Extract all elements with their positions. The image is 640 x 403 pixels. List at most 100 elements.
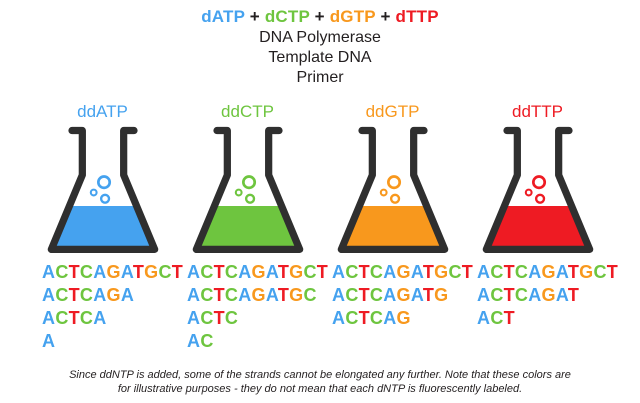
base-letter: G — [434, 285, 449, 305]
base-letter: C — [490, 285, 504, 305]
flask-outline — [192, 126, 303, 253]
base-letter: A — [42, 308, 56, 328]
base-letter: G — [106, 285, 121, 305]
header-line-primer: Primer — [296, 69, 344, 86]
base-letter: T — [503, 262, 515, 282]
base-letter: T — [503, 285, 515, 305]
base-letter: A — [477, 262, 491, 282]
base-letter: T — [68, 308, 80, 328]
base-letter: T — [358, 285, 370, 305]
erlenmeyer-flask-icon — [482, 126, 593, 253]
base-letter: C — [490, 262, 504, 282]
base-letter: G — [579, 262, 594, 282]
base-letter: G — [396, 308, 411, 328]
dntp-mix-line: dATP + dCTP + dGTP + dTTP — [0, 6, 640, 28]
erlenmeyer-flask-icon — [47, 126, 158, 253]
base-letter: T — [213, 308, 225, 328]
base-letter: C — [369, 285, 384, 305]
bubble-icon — [534, 193, 545, 204]
base-letter: A — [238, 285, 252, 305]
flask-liquid — [339, 205, 446, 249]
base-letter: A — [120, 285, 135, 305]
dntp-part: dGTP — [329, 7, 376, 26]
base-letter: G — [396, 285, 411, 305]
base-letter: T — [503, 308, 515, 328]
header-line-template-dna: Template DNA — [268, 49, 372, 66]
base-letter: G — [251, 262, 266, 282]
base-letter: G — [106, 262, 121, 282]
base-letter: A — [332, 308, 346, 328]
base-letter: T — [213, 285, 225, 305]
base-letter: T — [316, 262, 329, 282]
flask-column: ddGTP ACTCAGATGCT ACTCAGATG ACTCAG — [320, 102, 473, 353]
base-letter: A — [265, 285, 278, 305]
flask-liquid — [49, 205, 156, 249]
sequence-line: A — [42, 330, 175, 353]
flask-column: ddTTP ACTCAGATGCT ACTCAGAT ACT — [465, 102, 618, 353]
base-letter: A — [93, 308, 107, 328]
bubble-icon — [386, 175, 401, 190]
bubble-icon — [389, 193, 400, 204]
sequence-line: ACTCAGAT — [477, 284, 610, 307]
base-letter: T — [171, 262, 184, 282]
base-letter: A — [332, 285, 346, 305]
flask-label: ddTTP — [511, 102, 564, 121]
base-letter: T — [277, 285, 290, 305]
sequence-list: ACTCAGATGCT ACTCAGA ACTCA A — [42, 261, 183, 353]
base-letter: C — [369, 262, 384, 282]
base-letter: A — [187, 308, 201, 328]
base-letter: G — [144, 262, 159, 282]
flask-label: ddATP — [77, 102, 128, 121]
bubble-icon — [379, 188, 388, 197]
erlenmeyer-flask-icon — [192, 126, 303, 253]
base-letter: C — [55, 308, 69, 328]
base-letter: T — [567, 285, 580, 305]
base-letter: A — [477, 308, 491, 328]
sequence-list: ACTCAGATGCT ACTCAGAT ACT — [477, 261, 618, 330]
dntp-part: dATP — [201, 7, 245, 26]
base-letter: T — [567, 262, 580, 282]
base-letter: C — [448, 262, 462, 282]
bubble-icon — [241, 175, 256, 190]
base-letter: C — [55, 262, 69, 282]
flask-label: ddGTP — [365, 102, 420, 121]
base-letter: G — [396, 262, 411, 282]
base-letter: A — [528, 262, 542, 282]
base-letter: T — [132, 262, 145, 282]
base-letter: C — [345, 262, 359, 282]
flask-column: ddATP ACTCAGATGCT ACTCAGA ACTCA A — [30, 102, 183, 353]
base-letter: C — [200, 308, 214, 328]
base-letter: T — [422, 262, 435, 282]
footnote-line-2: for illustrative purposes - they do not … — [117, 383, 523, 395]
base-letter: A — [93, 285, 107, 305]
base-letter: C — [224, 308, 239, 328]
erlenmeyer-flask-icon — [337, 126, 448, 253]
sequence-list: ACTCAGATGCT ACTCAGATG ACTCAG — [332, 261, 473, 330]
sequence-list: ACTCAGATGCT ACTCAGATGC ACTC AC — [187, 261, 328, 353]
base-letter: C — [514, 285, 529, 305]
base-letter: C — [303, 262, 317, 282]
bubble-icon — [96, 175, 111, 190]
base-letter: C — [345, 285, 359, 305]
flask-outline — [47, 126, 158, 253]
sequence-line: ACTCA — [42, 307, 175, 330]
bubble-icon — [524, 188, 533, 197]
header: dATP + dCTP + dGTP + dTTP DNA Polymerase… — [0, 0, 640, 88]
base-letter: T — [358, 262, 370, 282]
bubble-icon — [234, 188, 243, 197]
base-letter: A — [410, 285, 423, 305]
base-letter: A — [238, 262, 252, 282]
base-letter: A — [555, 285, 568, 305]
base-letter: G — [541, 285, 556, 305]
base-letter: A — [187, 285, 201, 305]
footnote-line-1: Since ddNTP is added, some of the strand… — [69, 369, 571, 381]
base-letter: C — [79, 308, 94, 328]
bubble-icon — [89, 188, 98, 197]
base-letter: C — [79, 285, 94, 305]
base-letter: C — [345, 308, 359, 328]
base-letter: T — [213, 262, 225, 282]
flask-liquid — [484, 205, 591, 249]
base-letter: A — [42, 262, 56, 282]
base-letter: A — [383, 262, 397, 282]
